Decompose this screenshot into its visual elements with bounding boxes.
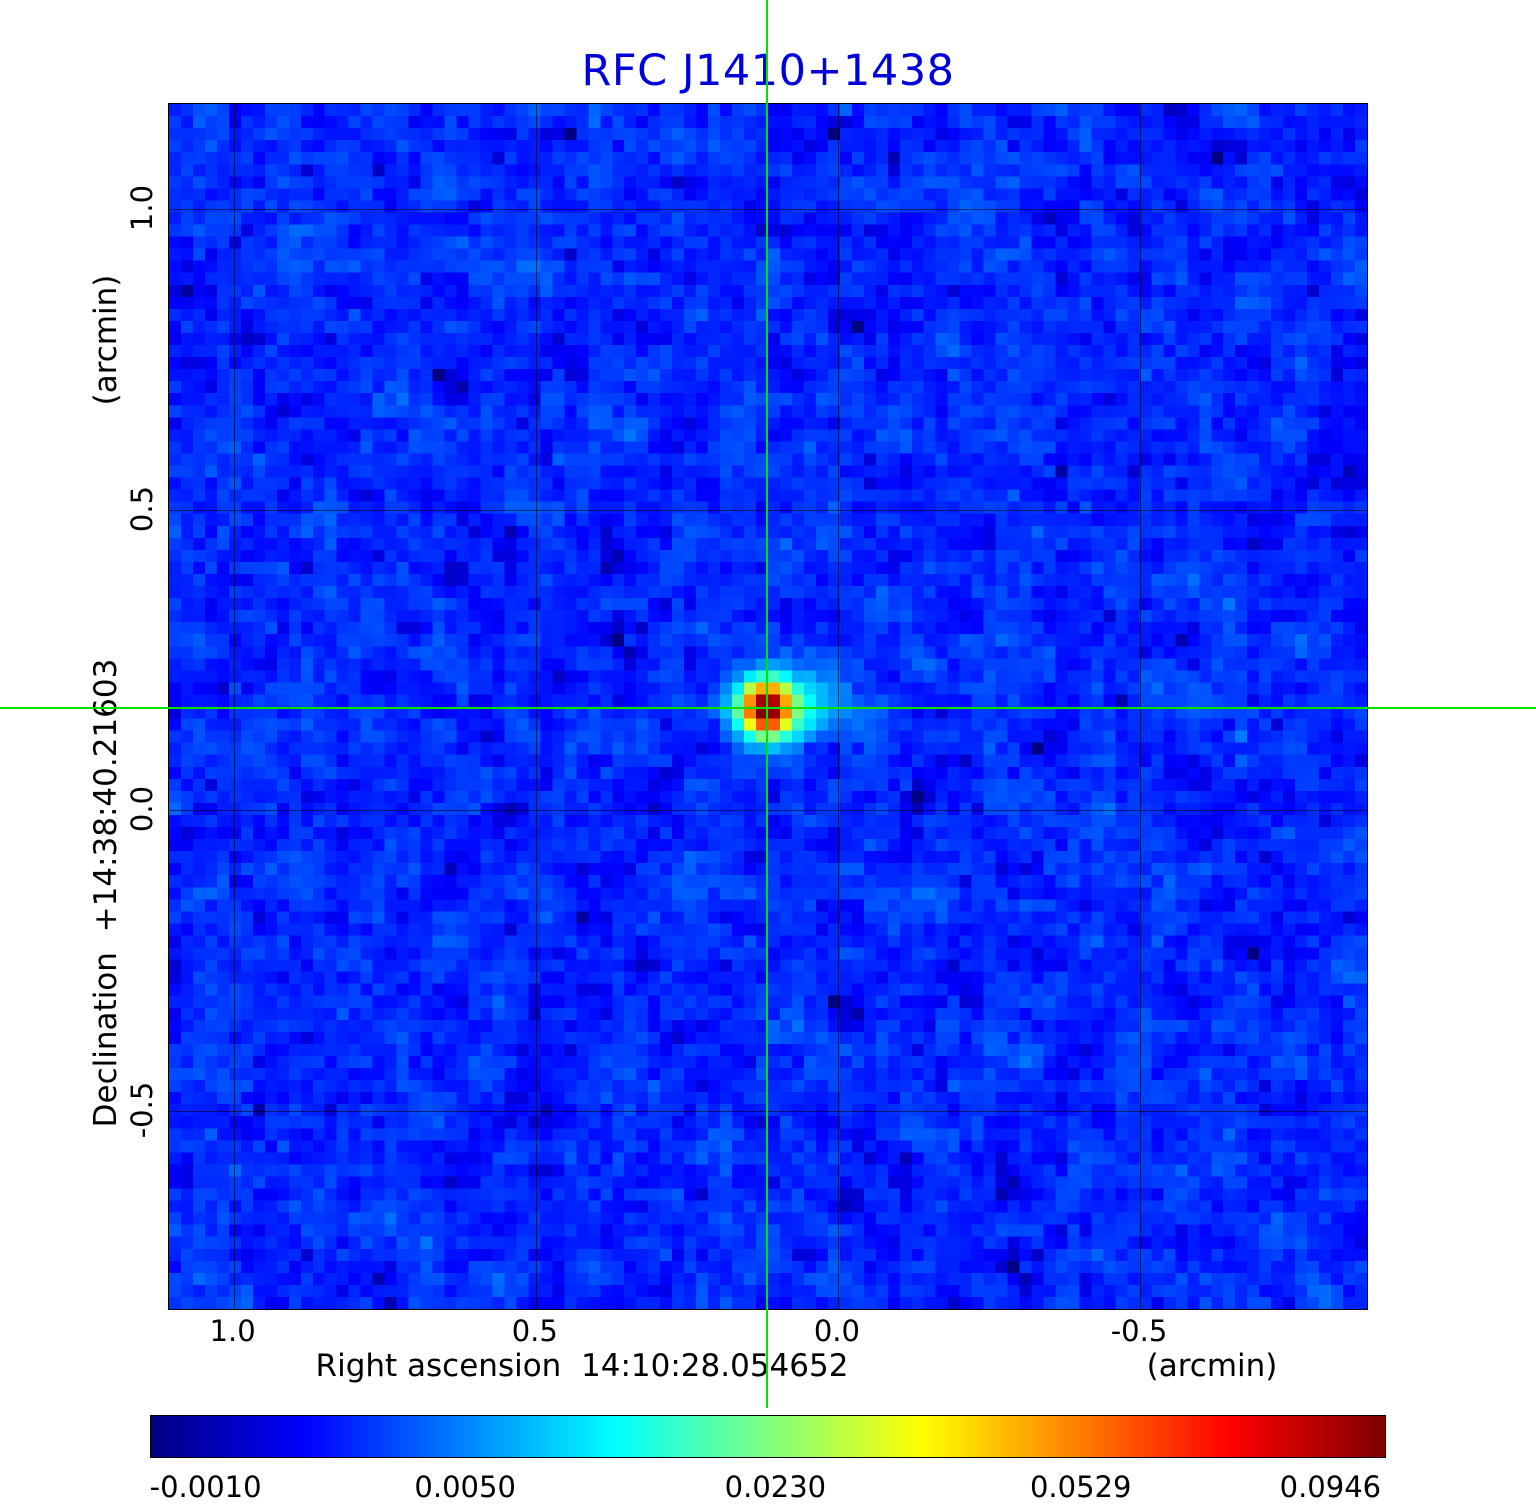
grid-line-horizontal	[169, 1110, 1367, 1112]
y-tick-label: -0.5	[125, 1081, 159, 1139]
colorbar-tick-label: 0.0529	[1029, 1470, 1132, 1504]
crosshair-horizontal-line	[0, 707, 1536, 710]
sky-image-canvas	[169, 104, 1367, 1309]
x-tick-label: 0.5	[511, 1314, 558, 1348]
grid-line-vertical	[1139, 104, 1141, 1309]
y-tick-label: 0.0	[125, 786, 159, 833]
y-tick-label: 0.5	[125, 485, 159, 532]
colorbar-tick-label: -0.0010	[149, 1470, 262, 1504]
figure-title: RFC J1410+1438	[581, 46, 955, 96]
grid-line-vertical	[233, 104, 235, 1309]
grid-line-horizontal	[169, 209, 1367, 211]
grid-line-vertical	[837, 104, 839, 1309]
grid-line-vertical	[535, 104, 537, 1309]
x-axis-unit-label: (arcmin)	[1146, 1348, 1278, 1384]
x-tick-label: -0.5	[1110, 1314, 1168, 1348]
grid-line-horizontal	[169, 509, 1367, 511]
y-axis-unit-label: (arcmin)	[88, 274, 124, 406]
y-tick-label: 1.0	[125, 185, 159, 232]
coordinate-grid	[169, 104, 1367, 1309]
x-axis-label: Right ascension 14:10:28.054652	[315, 1348, 849, 1384]
colorbar-tick-label: 0.0946	[1279, 1470, 1382, 1504]
x-tick-label: 0.0	[813, 1314, 860, 1348]
colorbar	[150, 1415, 1386, 1458]
colorbar-tick-label: 0.0050	[414, 1470, 516, 1504]
x-tick-label: 1.0	[209, 1314, 256, 1348]
grid-line-horizontal	[169, 810, 1367, 812]
y-axis-label: Declination +14:38:40.21603	[88, 658, 124, 1128]
sky-image-plot	[168, 103, 1368, 1310]
colorbar-tick-label: 0.0230	[724, 1470, 827, 1504]
crosshair-vertical-line	[765, 0, 768, 1408]
